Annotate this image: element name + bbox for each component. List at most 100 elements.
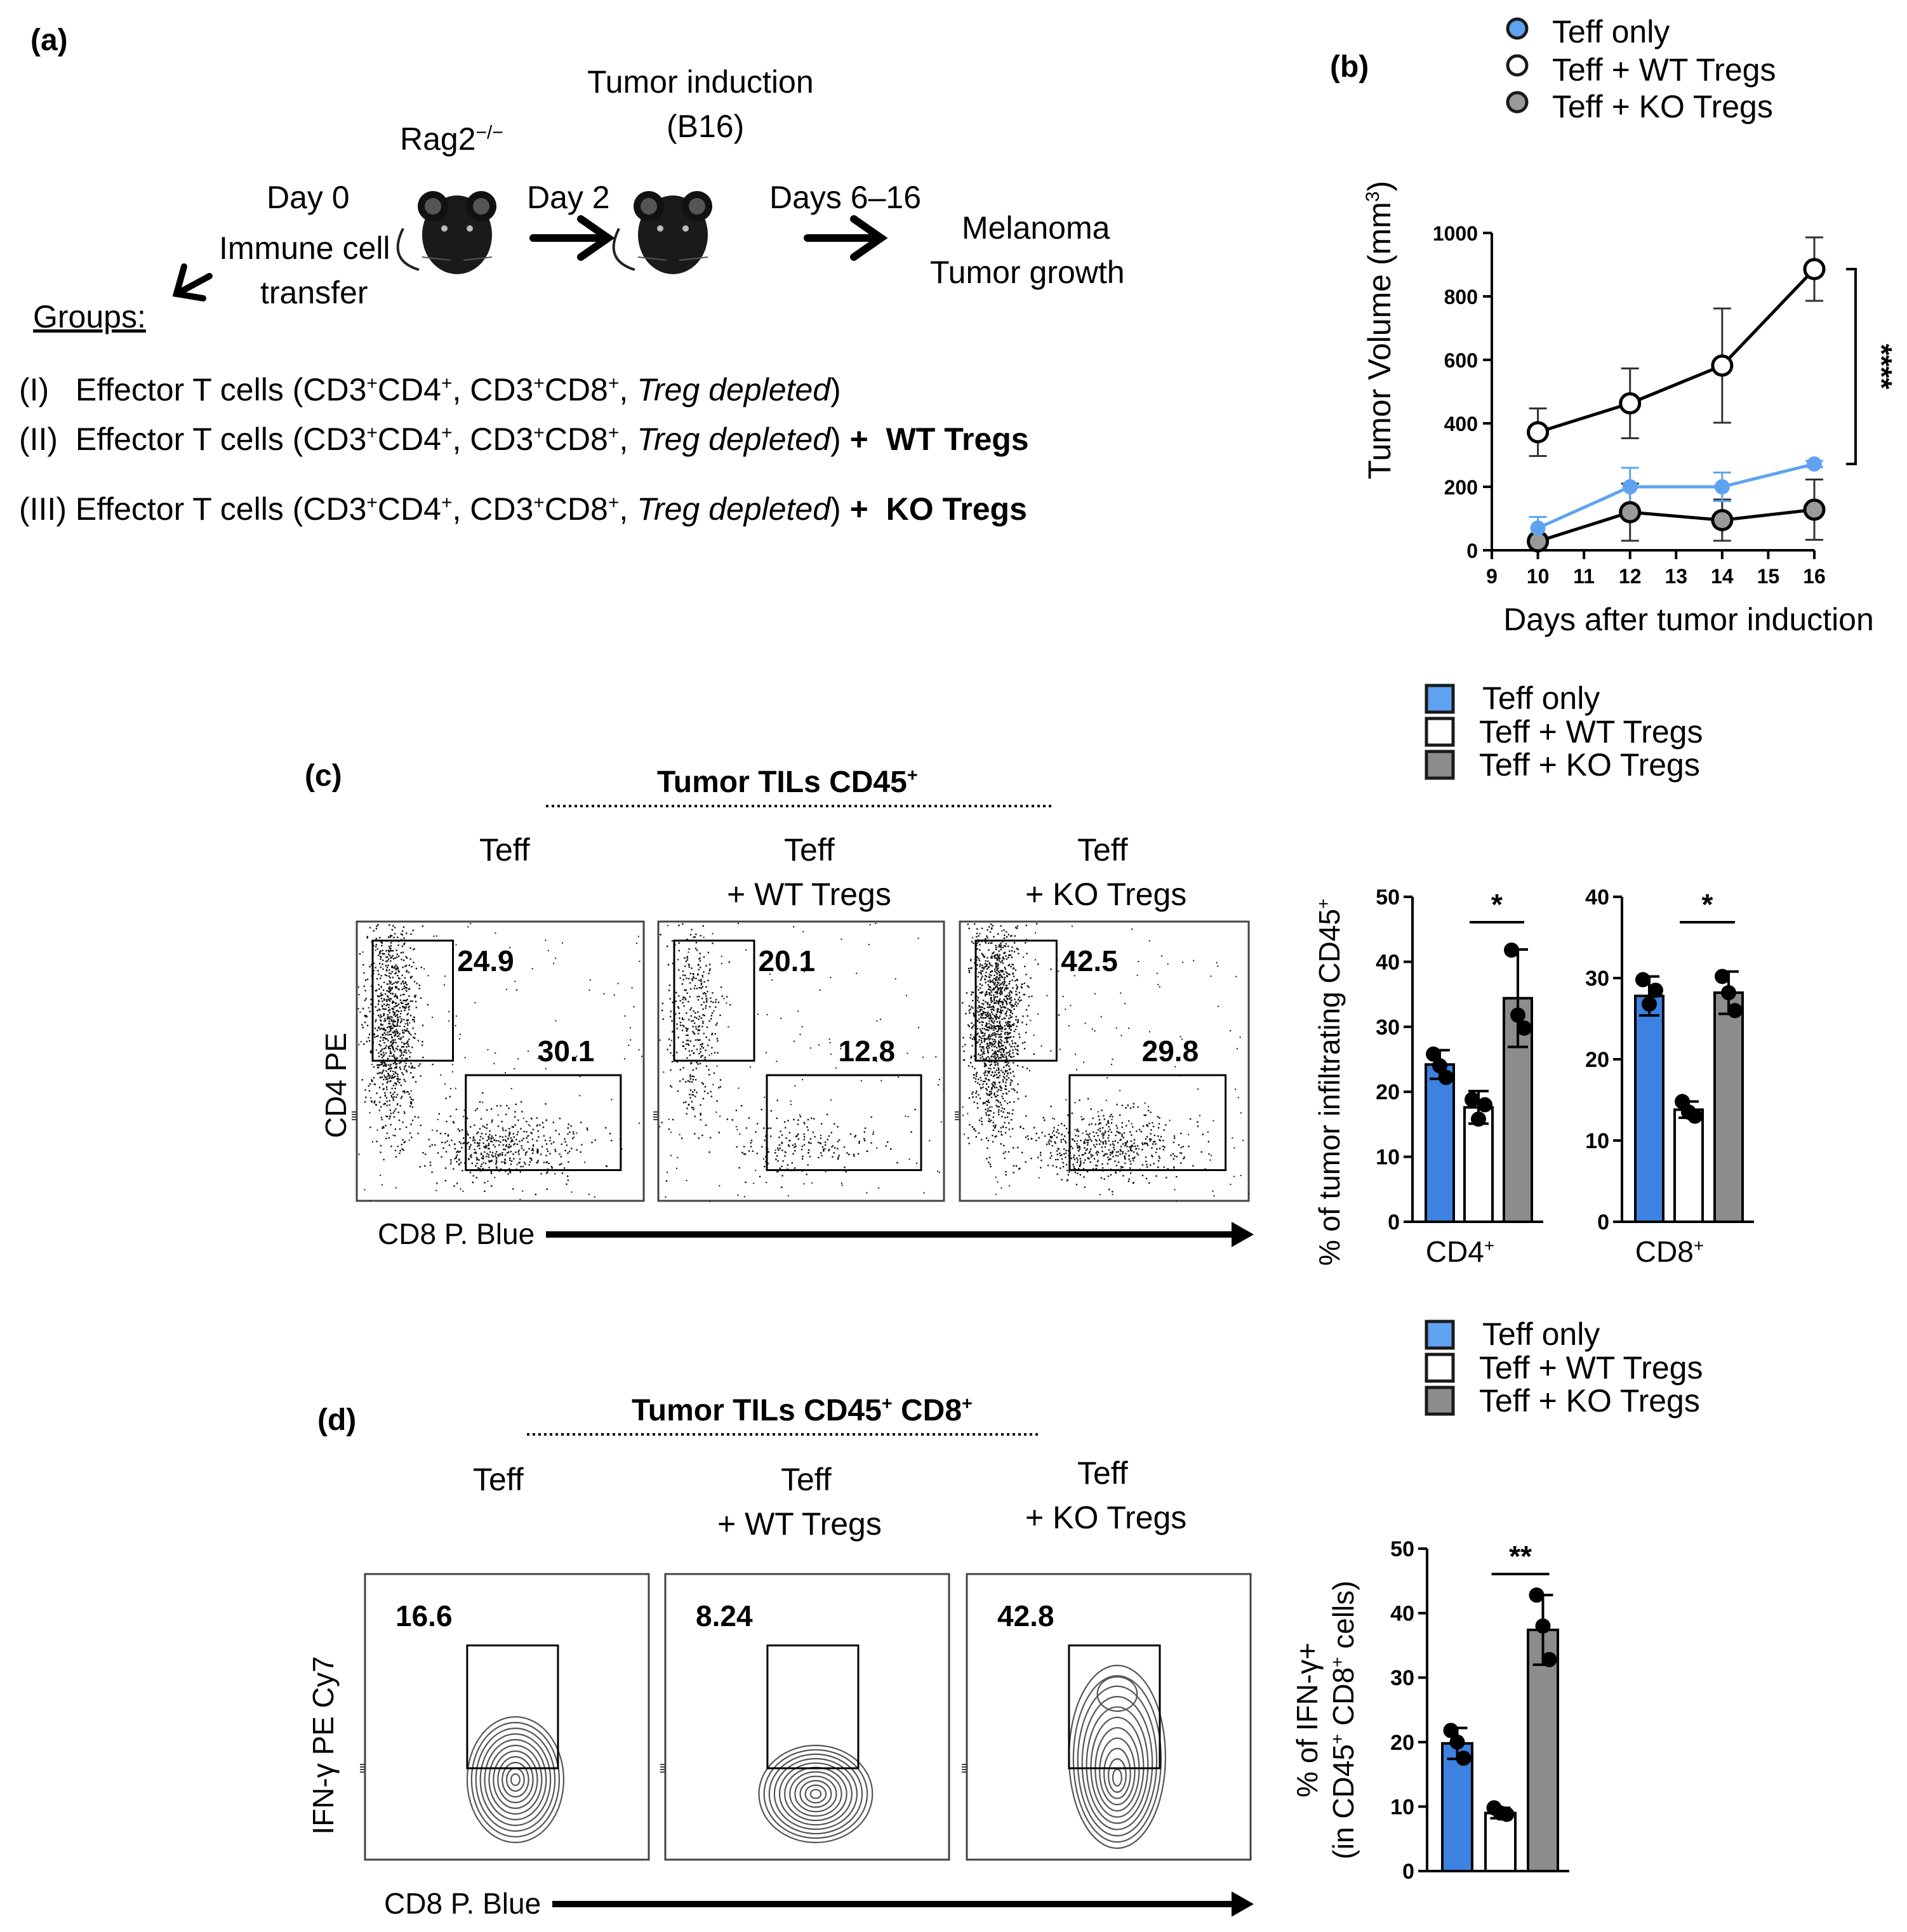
contour-line bbox=[804, 1784, 827, 1804]
contour-line bbox=[510, 1773, 521, 1787]
series-line-ko bbox=[1537, 508, 1815, 543]
gate-value-cd4: 20.1 bbox=[759, 944, 816, 977]
flow-plot: 42.8 bbox=[962, 1573, 1252, 1861]
contour-line bbox=[768, 1753, 863, 1835]
gate-value-cd8: 30.1 bbox=[538, 1035, 595, 1068]
gate-value-cd4: 42.5 bbox=[1061, 944, 1118, 977]
significance-label: * bbox=[1702, 888, 1713, 921]
y-tick-label: 50 bbox=[1390, 1537, 1414, 1561]
contour-line bbox=[470, 1721, 561, 1838]
x-tick-label: 9 bbox=[1486, 565, 1498, 588]
data-point bbox=[1449, 1734, 1465, 1750]
y-tick-label: 200 bbox=[1444, 476, 1478, 499]
data-point bbox=[1477, 1097, 1492, 1113]
legend-d: Teff only Teff + WT Tregs Teff + KO Treg… bbox=[1425, 1316, 1703, 1419]
legend-c: Teff only Teff + WT Tregs Teff + KO Treg… bbox=[1425, 680, 1703, 783]
gate-cd8 bbox=[465, 1074, 622, 1172]
data-point bbox=[1635, 972, 1651, 988]
y-tick-label: 30 bbox=[1585, 967, 1609, 991]
x-tick-label: 16 bbox=[1803, 565, 1826, 588]
legend-swatch-ko bbox=[1425, 750, 1455, 780]
significance-label: ** bbox=[1509, 1540, 1532, 1573]
data-point bbox=[1471, 1111, 1486, 1127]
data-point-teff bbox=[1530, 520, 1546, 536]
flow-plot: 42.5 29.8 bbox=[955, 920, 1250, 1202]
gate-cd8 bbox=[1068, 1074, 1227, 1172]
y-tick-label: 50 bbox=[1376, 885, 1400, 910]
contour-line bbox=[488, 1744, 543, 1815]
gate-cd8 bbox=[766, 1074, 922, 1172]
significance-bracket bbox=[1846, 268, 1857, 465]
data-point bbox=[1529, 1587, 1545, 1603]
contour-line bbox=[502, 1761, 529, 1798]
arrow-down-left-icon bbox=[172, 263, 213, 301]
legend-text: Teff + WT Tregs bbox=[1479, 1350, 1703, 1386]
contour-line bbox=[1096, 1676, 1138, 1712]
panel-b-label: (b) bbox=[1330, 50, 1369, 84]
flow-plot: 8.24 bbox=[660, 1573, 950, 1861]
legend-marker-ko bbox=[1506, 91, 1529, 114]
arrow-right-icon bbox=[546, 1222, 1254, 1247]
contour-line bbox=[1086, 1706, 1149, 1824]
legend-marker-teff bbox=[1506, 17, 1529, 40]
chart-series: ******** bbox=[1527, 236, 1898, 553]
y-tick-label: 20 bbox=[1390, 1731, 1414, 1755]
contour-line bbox=[1094, 1727, 1140, 1812]
series-line-wt bbox=[1537, 268, 1816, 434]
transfer-line2: transfer bbox=[260, 275, 368, 310]
y-axis-label: % of tumor infiltrating CD45+ bbox=[1313, 899, 1346, 1266]
contour-line bbox=[497, 1756, 534, 1804]
x-tick-label: 15 bbox=[1757, 565, 1780, 588]
y-tick-label: 0 bbox=[1466, 539, 1478, 562]
data-point bbox=[1426, 1046, 1441, 1062]
data-point bbox=[1721, 985, 1736, 1001]
legend-swatch-teff bbox=[1425, 684, 1455, 714]
legend-text: Teff only bbox=[1482, 680, 1600, 716]
gate-ifng bbox=[766, 1644, 860, 1770]
tumor-volume-chart: 0 200 400 600 800 1000 9 10 11 12 13 14 15 16 *******… bbox=[1362, 181, 1898, 637]
data-point-teff bbox=[1622, 479, 1638, 494]
y-tick-label: 30 bbox=[1376, 1016, 1400, 1040]
contour-line bbox=[479, 1733, 552, 1827]
legend-swatch-teff bbox=[1425, 1320, 1455, 1350]
data-point bbox=[1715, 969, 1730, 984]
y-axis-label: IFN-γ PE Cy7 bbox=[307, 1656, 340, 1834]
y-tick-label: 0 bbox=[1597, 1210, 1609, 1234]
plot-frame bbox=[664, 1573, 950, 1861]
y-axis-label: Tumor Volume (mm3) bbox=[1362, 181, 1397, 479]
col-subtitle: + KO Tregs bbox=[1025, 877, 1187, 912]
flow-contour-d: IFN-γ PE Cy7 CD8 P. Blue 16.6 8.24 42.8 bbox=[307, 1573, 1254, 1920]
gate-cd4 bbox=[673, 939, 755, 1062]
group-row: (I) Effector T cells (CD3+CD4+, CD3+CD8+… bbox=[19, 372, 841, 407]
gate-value-cd4: 24.9 bbox=[457, 944, 514, 977]
b16-label: (B16) bbox=[667, 109, 745, 144]
y-axis-label: CD4 PE bbox=[319, 1033, 352, 1138]
legend-text: Teff + WT Tregs bbox=[1479, 714, 1703, 750]
col-title: Teff bbox=[781, 1462, 832, 1497]
bar-chart-c: % of tumor infiltrating CD45+ CD4+ CD8+ … bbox=[1313, 885, 1754, 1268]
data-point bbox=[1456, 1750, 1472, 1766]
x-axis-label: Days after tumor induction bbox=[1503, 602, 1874, 637]
bar-wt bbox=[1673, 1108, 1704, 1223]
rag2-label: Rag2−/− bbox=[400, 121, 503, 157]
contour-line bbox=[1072, 1675, 1162, 1843]
contour-line bbox=[763, 1749, 868, 1839]
tumor-growth-label: Tumor growth bbox=[930, 255, 1125, 290]
contour-line bbox=[1103, 1747, 1131, 1799]
contour-line bbox=[778, 1762, 853, 1826]
bar-ko bbox=[1527, 1629, 1559, 1873]
contour-line bbox=[794, 1775, 837, 1813]
flow-plot: 20.1 12.8 bbox=[653, 920, 945, 1202]
data-point bbox=[1439, 1069, 1454, 1085]
gate-ifng bbox=[1068, 1644, 1161, 1770]
gate-ifng bbox=[466, 1644, 559, 1770]
bar-wt bbox=[1484, 1811, 1517, 1872]
contour-line bbox=[1090, 1716, 1145, 1818]
data-point bbox=[1687, 1108, 1703, 1124]
data-point-ko bbox=[1803, 498, 1826, 521]
data-point bbox=[1499, 1806, 1515, 1822]
x-tick-label: 10 bbox=[1527, 565, 1550, 588]
data-point bbox=[1541, 1651, 1557, 1667]
significance-label: **** bbox=[1865, 344, 1898, 390]
legend-text: Teff only bbox=[1552, 14, 1670, 50]
